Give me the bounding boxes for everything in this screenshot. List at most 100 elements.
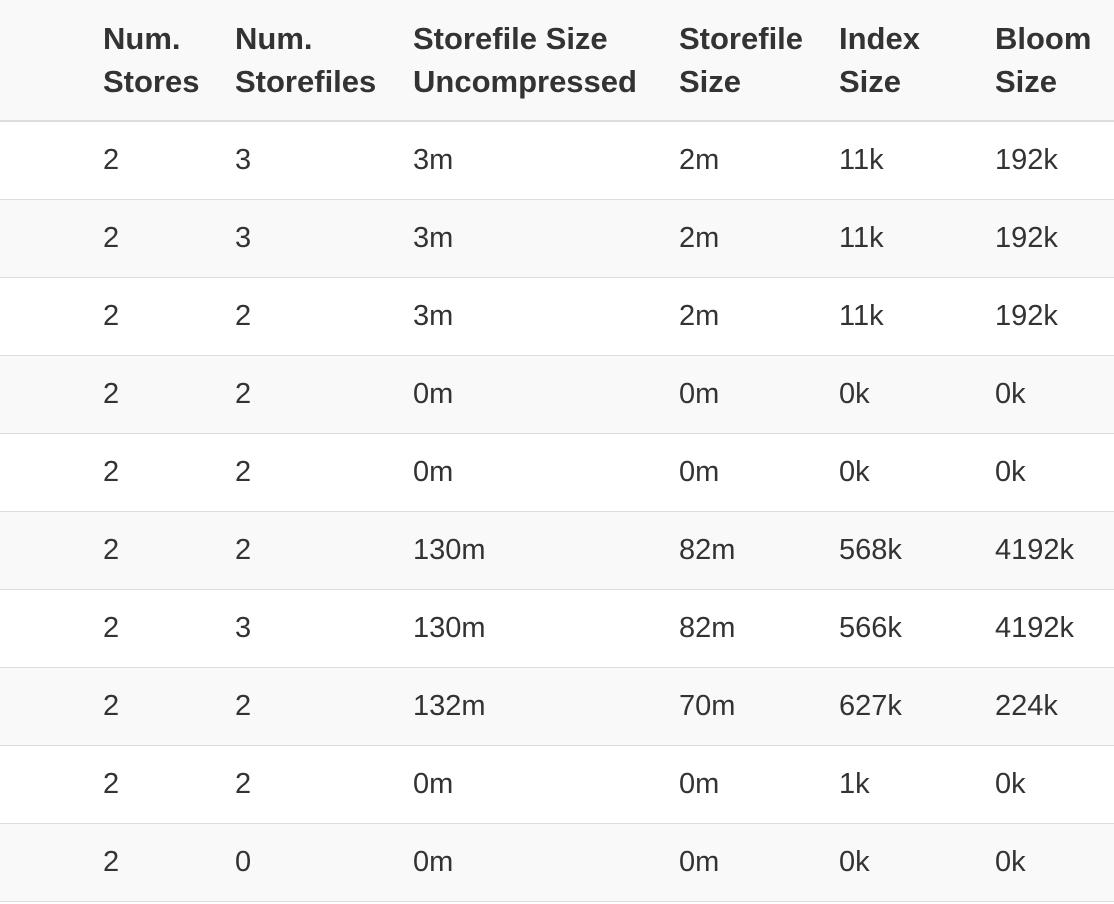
cell-index-size: 11k — [824, 276, 980, 355]
cell-num-stores: 2 — [88, 432, 220, 511]
header-line: Size — [839, 64, 902, 99]
cell-bloom-size: 0k — [980, 432, 1114, 511]
header-line: Storefiles — [235, 64, 377, 99]
cell-storefile-size: 0m — [664, 354, 824, 433]
cell-index-size: 568k — [824, 510, 980, 589]
table-row: 2 2 0m 0m 0k 0k — [0, 432, 1114, 511]
header-line: Num. — [103, 21, 181, 56]
cell-storefile-size-uncompressed: 130m — [398, 510, 664, 589]
table-row: 2 0 0m 0m 0k 0k — [0, 822, 1114, 902]
row-spacer — [0, 120, 88, 199]
header-line: Stores — [103, 64, 200, 99]
cell-storefile-size-uncompressed: 0m — [398, 432, 664, 511]
header-line: Storefile — [679, 21, 804, 56]
cell-num-storefiles: 2 — [220, 276, 398, 355]
cell-storefile-size-uncompressed: 0m — [398, 822, 664, 902]
row-spacer — [0, 744, 88, 823]
cell-bloom-size: 0k — [980, 822, 1114, 902]
cell-bloom-size: 224k — [980, 666, 1114, 745]
cell-index-size: 0k — [824, 822, 980, 902]
cell-index-size: 1k — [824, 744, 980, 823]
cell-num-stores: 2 — [88, 822, 220, 902]
cell-num-storefiles: 2 — [220, 354, 398, 433]
row-spacer — [0, 510, 88, 589]
cell-num-stores: 2 — [88, 354, 220, 433]
cell-storefile-size: 70m — [664, 666, 824, 745]
cell-num-stores: 2 — [88, 120, 220, 199]
cell-storefile-size-uncompressed: 3m — [398, 276, 664, 355]
cell-bloom-size: 4192k — [980, 588, 1114, 667]
cell-index-size: 0k — [824, 432, 980, 511]
header-line: Uncompressed — [413, 64, 637, 99]
row-spacer — [0, 822, 88, 902]
row-spacer — [0, 276, 88, 355]
cell-storefile-size: 82m — [664, 510, 824, 589]
cell-storefile-size: 0m — [664, 822, 824, 902]
header-line: Index — [839, 21, 920, 56]
header-line: Num. — [235, 21, 313, 56]
cell-num-stores: 2 — [88, 276, 220, 355]
cell-num-storefiles: 3 — [220, 588, 398, 667]
cell-storefile-size-uncompressed: 3m — [398, 120, 664, 199]
table-row: 2 2 132m 70m 627k 224k — [0, 666, 1114, 745]
cell-index-size: 627k — [824, 666, 980, 745]
row-spacer — [0, 198, 88, 277]
cell-num-storefiles: 3 — [220, 120, 398, 199]
cell-bloom-size: 0k — [980, 354, 1114, 433]
cell-index-size: 11k — [824, 120, 980, 199]
column-header-num-stores: Num. Stores — [88, 0, 220, 122]
header-line: Bloom — [995, 21, 1092, 56]
table-header: Num. Stores Num. Storefiles Storefile Si… — [0, 0, 1114, 122]
table-row: 2 2 0m 0m 1k 0k — [0, 744, 1114, 823]
cell-num-stores: 2 — [88, 588, 220, 667]
cell-num-stores: 2 — [88, 744, 220, 823]
table-body: 2 3 3m 2m 11k 192k 2 3 3m 2m 11k 192k 2 2 3m 2m 11k 192k 2… — [0, 120, 1114, 902]
table-row: 2 2 130m 82m 568k 4192k — [0, 510, 1114, 589]
table-row: 2 2 3m 2m 11k 192k — [0, 276, 1114, 355]
row-spacer — [0, 666, 88, 745]
cell-num-storefiles: 0 — [220, 822, 398, 902]
column-header-index-size: Index Size — [824, 0, 980, 122]
cell-num-storefiles: 3 — [220, 198, 398, 277]
cell-storefile-size-uncompressed: 0m — [398, 744, 664, 823]
column-header-storefile-size: Storefile Size — [664, 0, 824, 122]
column-header-bloom-size: Bloom Size — [980, 0, 1114, 122]
cell-bloom-size: 192k — [980, 198, 1114, 277]
cell-storefile-size-uncompressed: 0m — [398, 354, 664, 433]
cell-num-storefiles: 2 — [220, 666, 398, 745]
header-spacer — [0, 0, 88, 122]
header-line: Storefile Size — [413, 21, 608, 56]
header-line: Size — [679, 64, 742, 99]
cell-num-stores: 2 — [88, 666, 220, 745]
cell-bloom-size: 192k — [980, 276, 1114, 355]
cell-index-size: 0k — [824, 354, 980, 433]
column-header-storefile-size-uncompressed: Storefile Size Uncompressed — [398, 0, 664, 122]
cell-bloom-size: 4192k — [980, 510, 1114, 589]
cell-num-storefiles: 2 — [220, 432, 398, 511]
table-row: 2 3 3m 2m 11k 192k — [0, 120, 1114, 199]
table-row: 2 3 3m 2m 11k 192k — [0, 198, 1114, 277]
column-header-num-storefiles: Num. Storefiles — [220, 0, 398, 122]
cell-num-stores: 2 — [88, 198, 220, 277]
cell-num-stores: 2 — [88, 510, 220, 589]
header-line: Size — [995, 64, 1058, 99]
cell-num-storefiles: 2 — [220, 744, 398, 823]
table-row: 2 3 130m 82m 566k 4192k — [0, 588, 1114, 667]
cell-storefile-size-uncompressed: 132m — [398, 666, 664, 745]
row-spacer — [0, 588, 88, 667]
cell-storefile-size-uncompressed: 3m — [398, 198, 664, 277]
cell-storefile-size: 2m — [664, 276, 824, 355]
cell-index-size: 566k — [824, 588, 980, 667]
header-row: Num. Stores Num. Storefiles Storefile Si… — [0, 0, 1114, 122]
cell-storefile-size: 0m — [664, 744, 824, 823]
cell-bloom-size: 192k — [980, 120, 1114, 199]
cell-storefile-size: 2m — [664, 120, 824, 199]
cell-storefile-size: 2m — [664, 198, 824, 277]
row-spacer — [0, 432, 88, 511]
row-spacer — [0, 354, 88, 433]
cell-storefile-size: 0m — [664, 432, 824, 511]
cell-num-storefiles: 2 — [220, 510, 398, 589]
cell-bloom-size: 0k — [980, 744, 1114, 823]
cell-index-size: 11k — [824, 198, 980, 277]
